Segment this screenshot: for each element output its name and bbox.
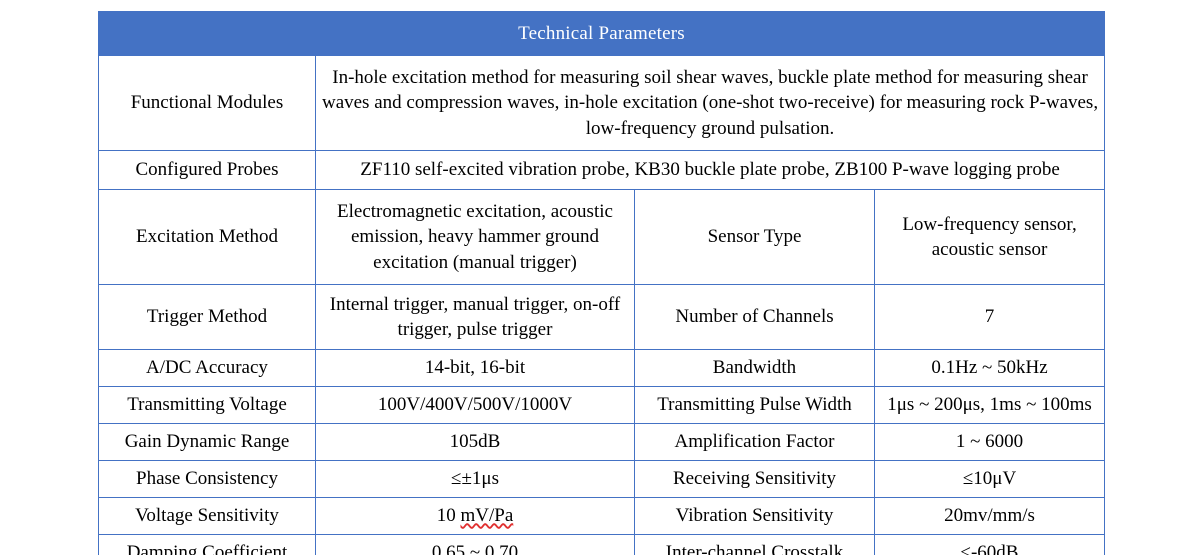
row-value-voltage-sensitivity: 10 mV/Pa xyxy=(315,497,635,535)
voltage-sensitivity-unit-spellcheck: mV/Pa xyxy=(460,505,514,527)
row-label-voltage-sensitivity: Voltage Sensitivity xyxy=(98,497,316,535)
table-row: Functional Modules In-hole excitation me… xyxy=(98,55,1106,151)
row-value-vibration-sensitivity: 20mv/mm/s xyxy=(873,497,1106,535)
row-value-receiving-sensitivity: ≤10μV xyxy=(873,460,1106,498)
row-label-configured-probes: Configured Probes xyxy=(98,150,316,190)
row-value-sensor-type: Low-frequency sensor, acoustic sensor xyxy=(873,189,1106,285)
row-value-gain-dynamic-range: 105dB xyxy=(315,423,635,461)
table-row: Configured Probes ZF110 self-excited vib… xyxy=(98,150,1106,190)
row-value-number-of-channels: 7 xyxy=(873,284,1106,350)
table-row: Transmitting Voltage 100V/400V/500V/1000… xyxy=(98,386,1106,424)
row-label-amplification-factor: Amplification Factor xyxy=(634,423,875,461)
table-header-row: Technical Parameters xyxy=(97,11,1106,56)
row-value-damping-coefficient: 0.65 ~ 0.70 xyxy=(315,534,635,555)
row-label-transmitting-voltage: Transmitting Voltage xyxy=(98,386,316,424)
row-label-number-of-channels: Number of Channels xyxy=(634,284,875,350)
row-value-trigger-method: Internal trigger, manual trigger, on-off… xyxy=(315,284,635,350)
row-label-gain-dynamic-range: Gain Dynamic Range xyxy=(98,423,316,461)
table-row: Damping Coefficient 0.65 ~ 0.70 Inter-ch… xyxy=(98,534,1106,555)
row-label-sensor-type: Sensor Type xyxy=(634,189,875,285)
row-value-configured-probes: ZF110 self-excited vibration probe, KB30… xyxy=(314,150,1106,190)
row-value-transmitting-pulse-width: 1μs ~ 200μs, 1ms ~ 100ms xyxy=(873,386,1106,424)
row-value-transmitting-voltage: 100V/400V/500V/1000V xyxy=(315,386,635,424)
table-row: Excitation Method Electromagnetic excita… xyxy=(98,189,1106,285)
technical-parameters-table: Technical Parameters Functional Modules … xyxy=(97,11,1106,555)
row-value-bandwidth: 0.1Hz ~ 50kHz xyxy=(873,349,1106,387)
table-title: Technical Parameters xyxy=(97,11,1106,56)
row-label-adc-accuracy: A/DC Accuracy xyxy=(98,349,316,387)
row-label-damping-coefficient: Damping Coefficient xyxy=(98,534,316,555)
row-value-functional-modules: In-hole excitation method for measuring … xyxy=(314,55,1106,151)
table-row: A/DC Accuracy 14-bit, 16-bit Bandwidth 0… xyxy=(98,349,1106,387)
table-row: Voltage Sensitivity 10 mV/Pa Vibration S… xyxy=(98,497,1106,535)
row-value-excitation-method: Electromagnetic excitation, acoustic emi… xyxy=(315,189,635,285)
row-label-phase-consistency: Phase Consistency xyxy=(98,460,316,498)
row-value-adc-accuracy: 14-bit, 16-bit xyxy=(315,349,635,387)
row-value-amplification-factor: 1 ~ 6000 xyxy=(873,423,1106,461)
technical-parameters-table-wrapper: Technical Parameters Functional Modules … xyxy=(97,11,1106,555)
row-label-transmitting-pulse-width: Transmitting Pulse Width xyxy=(634,386,875,424)
row-label-bandwidth: Bandwidth xyxy=(634,349,875,387)
row-label-excitation-method: Excitation Method xyxy=(98,189,316,285)
table-row: Gain Dynamic Range 105dB Amplification F… xyxy=(98,423,1106,461)
row-label-functional-modules: Functional Modules xyxy=(98,55,316,151)
row-value-inter-channel-crosstalk: ≤-60dB xyxy=(873,534,1106,555)
table-row: Phase Consistency ≤±1μs Receiving Sensit… xyxy=(98,460,1106,498)
row-label-inter-channel-crosstalk: Inter-channel Crosstalk xyxy=(634,534,875,555)
row-label-receiving-sensitivity: Receiving Sensitivity xyxy=(634,460,875,498)
table-row: Trigger Method Internal trigger, manual … xyxy=(98,284,1106,350)
row-label-vibration-sensitivity: Vibration Sensitivity xyxy=(634,497,875,535)
row-label-trigger-method: Trigger Method xyxy=(98,284,316,350)
row-value-phase-consistency: ≤±1μs xyxy=(315,460,635,498)
voltage-sensitivity-number: 10 xyxy=(436,505,461,527)
